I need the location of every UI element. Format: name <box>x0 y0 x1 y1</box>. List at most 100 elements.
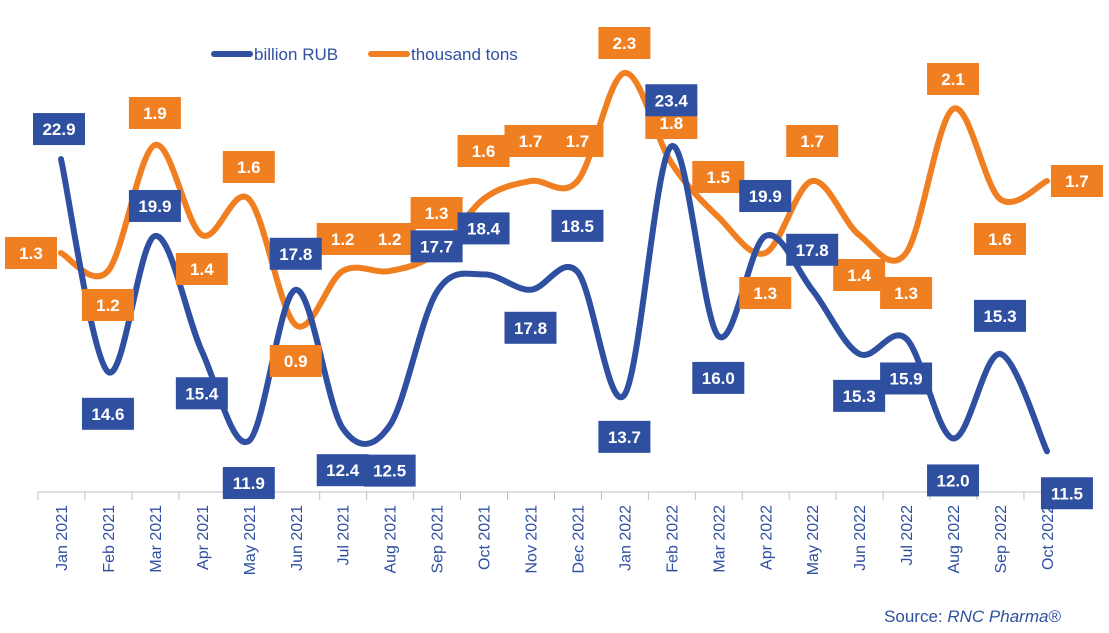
data-label-thousand-tons-text: 1.3 <box>753 284 777 303</box>
data-label-billion-rub: 15.3 <box>833 379 886 412</box>
data-label-billion-rub-box <box>880 362 933 395</box>
data-label-thousand-tons-box <box>833 259 886 291</box>
data-label-thousand-tons-text: 1.7 <box>519 132 543 151</box>
data-label-billion-rub-text: 11.5 <box>1051 484 1083 503</box>
data-label-thousand-tons-text: 1.3 <box>425 204 449 223</box>
data-label-billion-rub-box <box>128 189 181 222</box>
data-label-billion-rub-box <box>645 84 698 117</box>
data-label-billion-rub: 15.9 <box>880 362 933 395</box>
data-label-thousand-tons-box <box>316 223 369 255</box>
data-label-billion-rub: 18.4 <box>457 212 510 245</box>
data-label-billion-rub-text: 16.0 <box>702 369 735 388</box>
data-label-billion-rub-box <box>504 311 557 344</box>
data-label-billion-rub-text: 13.7 <box>608 428 641 447</box>
data-label-billion-rub: 14.6 <box>81 397 134 430</box>
data-label-billion-rub-text: 11.9 <box>233 474 265 493</box>
data-label-thousand-tons: 1.3 <box>5 237 57 269</box>
data-label-thousand-tons: 1.2 <box>316 223 369 255</box>
series-lines <box>58 70 1050 455</box>
data-label-billion-rub: 12.0 <box>927 464 980 497</box>
series-line-thousand-tons <box>58 70 1050 330</box>
data-label-billion-rub: 15.3 <box>974 299 1026 332</box>
data-label-billion-rub: 17.8 <box>269 237 322 270</box>
data-label-thousand-tons-box <box>222 151 275 183</box>
data-label-billion-rub: 16.0 <box>692 361 745 394</box>
data-label-billion-rub: 18.5 <box>551 209 604 242</box>
data-label-billion-rub-box <box>269 237 322 270</box>
data-label-thousand-tons-box <box>410 197 463 229</box>
data-label-thousand-tons-box <box>927 63 980 95</box>
x-tick-label: Jul 2022 <box>899 505 916 566</box>
data-label-billion-rub-text: 12.0 <box>937 471 970 490</box>
data-label-billion-rub-box <box>363 454 416 487</box>
data-label-billion-rub: 23.4 <box>645 84 698 117</box>
data-label-thousand-tons-box <box>739 277 792 309</box>
data-label-thousand-tons: 1.7 <box>1050 165 1103 197</box>
data-label-thousand-tons-text: 1.2 <box>331 230 355 249</box>
data-label-thousand-tons: 1.7 <box>504 125 557 157</box>
data-label-billion-rub-text: 15.3 <box>843 387 876 406</box>
data-label-thousand-tons-box <box>504 125 557 157</box>
data-label-thousand-tons: 1.6 <box>222 151 275 183</box>
legend-label: thousand tons <box>411 45 518 64</box>
data-label-thousand-tons: 1.7 <box>786 125 839 157</box>
source-suffix: ® <box>1048 607 1061 626</box>
data-label-thousand-tons: 1.6 <box>457 135 510 167</box>
data-label-thousand-tons-box <box>1050 165 1103 197</box>
data-label-thousand-tons-text: 1.4 <box>190 260 214 279</box>
data-label-billion-rub: 19.9 <box>739 179 792 212</box>
legend: billion RUB thousand tons <box>211 45 518 64</box>
x-tick-label: May 2022 <box>805 505 822 575</box>
data-label-billion-rub-text: 15.3 <box>983 307 1016 326</box>
data-label-thousand-tons: 1.3 <box>739 277 792 309</box>
data-label-billion-rub-text: 18.4 <box>467 219 501 238</box>
data-label-thousand-tons: 1.3 <box>410 197 463 229</box>
x-tick-label: Aug 2021 <box>383 505 400 574</box>
data-label-billion-rub-text: 23.4 <box>655 91 689 110</box>
data-label-thousand-tons: 1.9 <box>128 97 181 129</box>
data-label-thousand-tons: 0.9 <box>269 345 322 377</box>
x-tick-label: Jun 2021 <box>289 505 306 571</box>
source-note: Source: RNC Pharma® <box>884 607 1061 627</box>
series-line-billion-rub <box>58 143 1050 455</box>
data-label-billion-rub: 12.4 <box>316 454 369 487</box>
data-label-billion-rub-text: 19.9 <box>138 197 171 216</box>
data-label-billion-rub-box <box>457 212 510 245</box>
data-label-thousand-tons: 1.5 <box>692 161 745 193</box>
data-label-thousand-tons-text: 1.9 <box>143 104 167 123</box>
legend-label: billion RUB <box>254 45 338 64</box>
x-tick-label: May 2021 <box>242 505 259 575</box>
data-label-thousand-tons-text: 1.6 <box>237 158 261 177</box>
data-label-thousand-tons-box <box>128 97 181 129</box>
data-label-thousand-tons-text: 1.2 <box>96 296 120 315</box>
data-label-thousand-tons: 1.2 <box>363 223 416 255</box>
data-label-billion-rub-box <box>974 299 1026 332</box>
data-label-billion-rub-box <box>81 397 134 430</box>
data-label-billion-rub-text: 12.4 <box>326 461 360 480</box>
data-label-billion-rub-box <box>692 361 745 394</box>
data-label-billion-rub-box <box>739 179 792 212</box>
data-label-billion-rub: 11.5 <box>1040 477 1093 510</box>
data-label-billion-rub-box <box>927 464 980 497</box>
x-tick-label: Jul 2021 <box>336 505 353 566</box>
data-label-thousand-tons-box <box>81 289 134 321</box>
legend-item: billion RUB <box>211 45 338 64</box>
data-label-thousand-tons: 1.4 <box>833 259 886 291</box>
data-label-thousand-tons: 1.7 <box>551 125 604 157</box>
data-label-thousand-tons-box <box>786 125 839 157</box>
data-label-thousand-tons: 2.1 <box>927 63 980 95</box>
data-label-billion-rub-text: 17.7 <box>420 237 453 256</box>
source-brand: RNC Pharma <box>947 607 1049 626</box>
x-tick-label: Feb 2021 <box>101 505 118 573</box>
data-label-billion-rub-box <box>410 230 463 263</box>
data-label-thousand-tons-box <box>974 223 1026 255</box>
data-label-thousand-tons: 1.6 <box>974 223 1026 255</box>
data-label-billion-rub: 13.7 <box>598 420 651 453</box>
source-prefix: Source: <box>884 607 948 626</box>
data-label-thousand-tons-text: 1.7 <box>800 132 824 151</box>
data-label-thousand-tons-text: 1.2 <box>378 230 402 249</box>
x-tick-label: Mar 2022 <box>711 505 728 573</box>
x-tick-label: Aug 2022 <box>946 505 963 574</box>
data-label-thousand-tons-text: 1.7 <box>566 132 590 151</box>
